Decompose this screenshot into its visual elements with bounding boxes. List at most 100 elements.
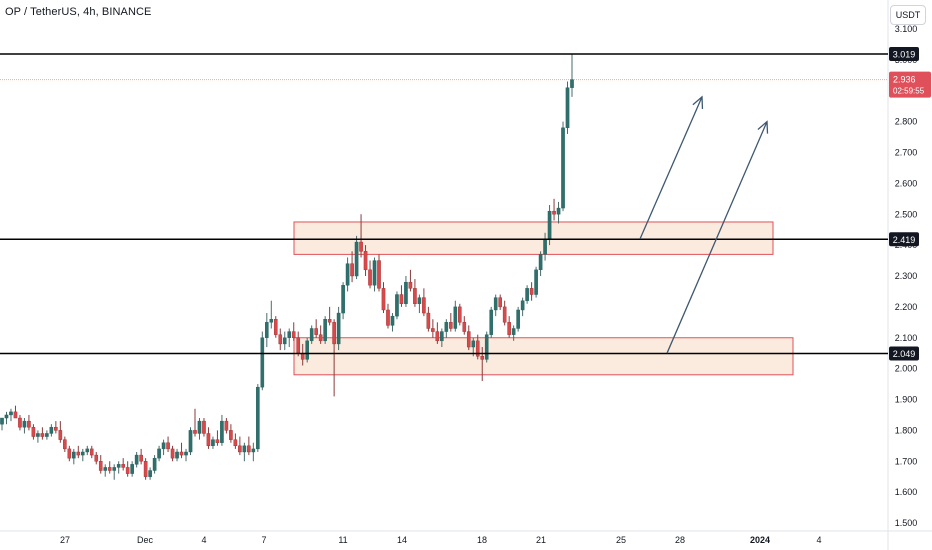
- y-tick-label: 1.800: [895, 425, 918, 435]
- candle-body: [9, 411, 13, 416]
- candle-body: [520, 300, 525, 311]
- candle-body: [31, 427, 36, 437]
- candle-body: [112, 467, 117, 471]
- candle-body: [152, 457, 157, 471]
- x-tick-label: 28: [675, 535, 685, 545]
- x-tick-label: 7: [261, 535, 266, 545]
- candle-body: [58, 430, 63, 440]
- candle-body: [251, 448, 256, 453]
- candle-body: [211, 439, 215, 447]
- candle-body: [426, 312, 431, 329]
- y-tick-label: 1.600: [895, 487, 918, 497]
- candle-body: [440, 331, 444, 342]
- candle-body: [157, 448, 161, 459]
- x-tick-label: 4: [201, 535, 206, 545]
- candle-body: [363, 251, 368, 271]
- candle-body: [287, 331, 292, 338]
- candle-body: [40, 433, 45, 437]
- candle-body: [372, 260, 377, 286]
- candle-body: [314, 328, 318, 335]
- y-tick-label: 2.200: [895, 302, 918, 312]
- x-tick-label: 25: [616, 535, 626, 545]
- candle-body: [502, 306, 507, 323]
- candle-body: [0, 417, 4, 425]
- candle-body: [561, 127, 565, 209]
- candle-body: [54, 427, 58, 431]
- candle-body: [197, 420, 202, 434]
- y-tick-label: 2.800: [895, 117, 918, 127]
- candle-body: [498, 297, 502, 308]
- candle-body: [570, 79, 574, 88]
- y-tick-label: 1.500: [895, 518, 918, 528]
- y-tick-label: 1.700: [895, 456, 918, 466]
- candle-body: [139, 454, 143, 462]
- candle-body: [359, 241, 363, 252]
- candle-body: [278, 334, 283, 345]
- candle-body: [220, 420, 224, 443]
- candle-body: [296, 337, 301, 354]
- last-price-label: 2.936: [893, 75, 916, 85]
- plot-area: [0, 0, 888, 531]
- y-tick-label: 2.000: [895, 364, 918, 374]
- level-price-label: 2.419: [893, 235, 916, 245]
- candle-body: [341, 285, 345, 314]
- candle-body: [273, 319, 278, 335]
- candle-body: [45, 433, 49, 437]
- candle-body: [206, 433, 211, 447]
- candle-body: [453, 306, 458, 329]
- candle-body: [247, 445, 251, 453]
- candle-body: [457, 306, 462, 323]
- candle-body: [431, 328, 435, 332]
- trend-arrow-line: [666, 121, 768, 354]
- y-tick-label: 2.300: [895, 271, 918, 281]
- candle-body: [395, 294, 399, 317]
- candle-body: [27, 420, 31, 428]
- y-tick-label: 2.600: [895, 178, 918, 188]
- candle-body: [242, 445, 247, 453]
- candle-body: [323, 319, 327, 342]
- candle-body: [480, 356, 485, 360]
- candle-body: [184, 451, 188, 456]
- candle-body: [525, 288, 529, 301]
- candle-body: [484, 334, 489, 360]
- candle-body: [507, 322, 511, 335]
- candle-body: [516, 309, 520, 329]
- candle-body: [98, 461, 103, 471]
- candle-body: [318, 334, 323, 342]
- candle-body: [76, 451, 81, 456]
- trend-arrow-head: [692, 95, 704, 109]
- candle-body: [134, 454, 139, 465]
- currency-unit-button[interactable]: USDT: [890, 5, 926, 25]
- candle-body: [233, 439, 238, 447]
- candle-body: [332, 322, 336, 345]
- candle-body: [269, 319, 274, 323]
- candle-body: [386, 309, 390, 326]
- candle-body: [143, 461, 148, 477]
- candle-body: [215, 439, 220, 443]
- candle-body: [188, 430, 193, 453]
- candle-body: [345, 263, 350, 286]
- candle-body: [466, 331, 471, 348]
- support-resistance-zone: [293, 337, 794, 376]
- y-tick-label: 3.100: [895, 24, 918, 34]
- candle-body: [556, 207, 561, 215]
- candle-body: [107, 467, 112, 471]
- candle-body: [116, 464, 121, 468]
- candle-body: [493, 297, 498, 311]
- y-tick-label: 2.700: [895, 148, 918, 158]
- x-tick-label: 21: [536, 535, 546, 545]
- candle-body: [309, 328, 314, 342]
- candle-body: [63, 439, 67, 450]
- y-tick-label: 2.500: [895, 209, 918, 219]
- candle-body: [377, 260, 381, 289]
- candle-body: [282, 337, 287, 345]
- candle-body: [350, 263, 354, 277]
- candle-body: [534, 269, 538, 295]
- candle-body: [229, 430, 233, 440]
- candle-body: [552, 210, 556, 215]
- level-price-tag: [889, 47, 919, 62]
- candle-body: [381, 288, 386, 311]
- candle-body: [354, 241, 359, 277]
- candle-body: [4, 414, 9, 419]
